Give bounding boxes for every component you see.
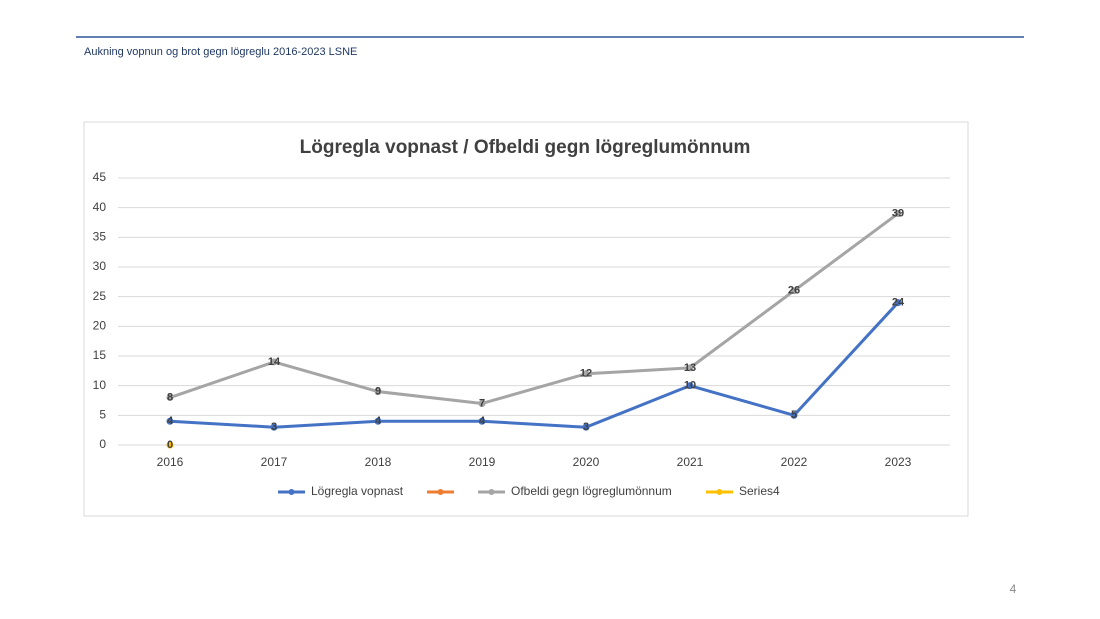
- x-tick-label: 2023: [885, 455, 912, 469]
- series-marker: [790, 411, 798, 419]
- page-number: 4: [1010, 582, 1017, 596]
- series-marker: [166, 394, 174, 402]
- data-label: 3: [583, 421, 589, 433]
- x-tick-label: 2020: [573, 455, 600, 469]
- legend-label: Ofbeldi gegn lögreglumönnum: [511, 484, 672, 498]
- data-label: 12: [580, 368, 592, 380]
- series-marker: [166, 417, 174, 425]
- y-tick-label: 25: [93, 289, 107, 303]
- series-marker: [582, 370, 590, 378]
- y-tick-label: 20: [93, 319, 107, 333]
- data-label: 14: [268, 356, 281, 368]
- series-marker: [686, 382, 694, 390]
- data-label: 3: [271, 421, 277, 433]
- series-marker: [686, 364, 694, 372]
- data-label: 4: [479, 415, 486, 427]
- legend-label: Series4: [739, 484, 780, 498]
- data-label: 4: [167, 415, 174, 427]
- chart-title: Lögregla vopnast / Ofbeldi gegn lögreglu…: [300, 137, 751, 158]
- chart-frame: [83, 121, 969, 517]
- y-tick-label: 35: [93, 230, 107, 244]
- series-marker: [790, 287, 798, 295]
- x-tick-label: 2017: [261, 455, 288, 469]
- data-label: 8: [167, 391, 173, 403]
- data-label: 0: [167, 439, 173, 451]
- series-marker: [894, 210, 902, 218]
- x-tick-label: 2016: [157, 455, 184, 469]
- series-marker: [270, 423, 278, 431]
- y-tick-label: 40: [93, 200, 107, 214]
- y-tick-label: 45: [93, 170, 107, 184]
- y-tick-label: 30: [93, 259, 107, 273]
- x-tick-label: 2018: [365, 455, 392, 469]
- legend-marker: [288, 489, 295, 495]
- data-label: 9: [375, 386, 381, 398]
- y-tick-label: 5: [99, 408, 106, 422]
- x-tick-label: 2022: [781, 455, 808, 469]
- data-label: 39: [892, 208, 904, 220]
- legend-marker: [437, 489, 444, 495]
- slide-title: Aukning vopnun og brot gegn lögreglu 201…: [84, 46, 357, 58]
- data-label: 24: [892, 297, 905, 309]
- data-label: 7: [479, 397, 485, 409]
- y-tick-label: 0: [99, 437, 106, 451]
- y-tick-label: 10: [93, 378, 107, 392]
- x-tick-label: 2019: [469, 455, 496, 469]
- series-marker: [374, 388, 382, 396]
- data-label: 10: [684, 380, 696, 392]
- series-marker: [166, 441, 174, 449]
- series-marker: [478, 417, 486, 425]
- series-marker: [270, 358, 278, 366]
- series-line: [169, 301, 900, 429]
- data-label: 13: [684, 362, 696, 374]
- legend-label: Lögregla vopnast: [311, 484, 404, 498]
- series-line: [169, 212, 899, 405]
- legend-marker: [488, 489, 495, 495]
- series-marker: [374, 417, 382, 425]
- data-label: 5: [791, 409, 797, 421]
- series-marker: [894, 299, 902, 307]
- series-marker: [478, 399, 486, 407]
- x-tick-label: 2021: [677, 455, 704, 469]
- data-label: 26: [788, 285, 800, 297]
- series-marker: [582, 423, 590, 431]
- data-label: 4: [375, 415, 382, 427]
- y-tick-label: 15: [93, 348, 107, 362]
- legend-marker: [716, 489, 723, 495]
